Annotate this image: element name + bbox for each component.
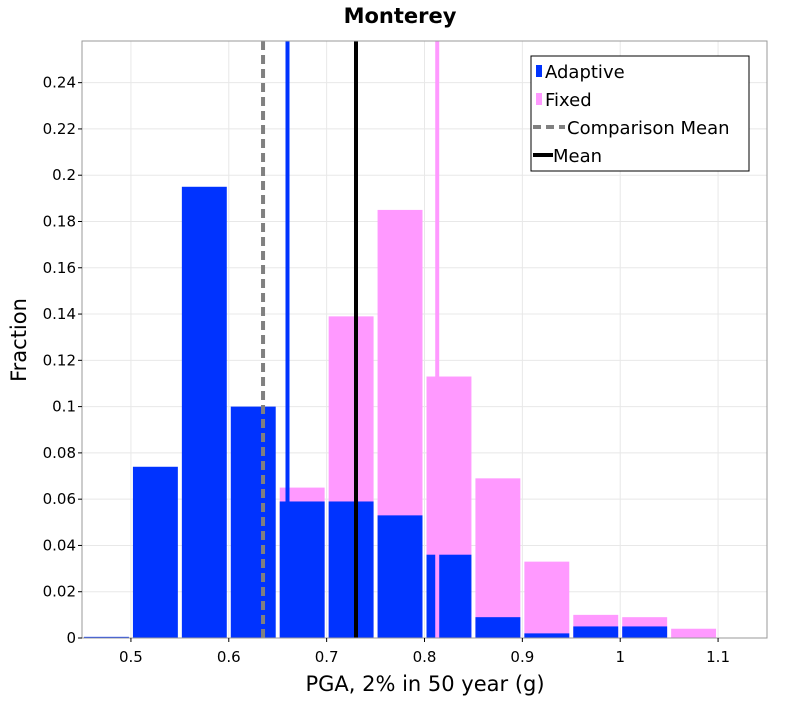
- bar-fixed: [475, 478, 521, 638]
- x-tick-label: 0.5: [119, 648, 143, 666]
- y-tick-label: 0.04: [43, 536, 76, 554]
- legend-swatch-fixed: [536, 93, 542, 105]
- legend-label-mean: Mean: [553, 146, 602, 167]
- x-tick-label: 0.7: [315, 648, 339, 666]
- x-tick-label: 0.8: [413, 648, 437, 666]
- x-tick-label: 1.1: [706, 648, 730, 666]
- bar-fixed: [671, 628, 717, 638]
- y-tick-label: 0.06: [43, 490, 76, 508]
- y-axis-label: Fraction: [7, 298, 31, 382]
- x-tick-label: 0.6: [217, 648, 241, 666]
- y-tick-label: 0.18: [43, 212, 76, 230]
- legend-swatch-adaptive: [536, 65, 542, 77]
- y-tick-label: 0.08: [43, 444, 76, 462]
- x-tick-label: 1: [615, 648, 625, 666]
- bar-adaptive: [622, 626, 668, 638]
- x-tick-label: 0.9: [510, 648, 534, 666]
- legend-box: [530, 55, 750, 172]
- bar-adaptive: [132, 466, 178, 638]
- bar-adaptive: [181, 186, 227, 639]
- bar-adaptive: [230, 406, 276, 638]
- y-tick-label: 0.1: [52, 398, 76, 416]
- y-tick-label: 0.02: [43, 583, 76, 601]
- bar-adaptive: [475, 617, 521, 638]
- y-tick-label: 0.16: [43, 259, 76, 277]
- y-tick-label: 0.14: [43, 305, 76, 323]
- legend: Adaptive Fixed Comparison Mean Mean: [530, 55, 750, 172]
- y-tick-label: 0: [66, 629, 76, 647]
- bar-adaptive: [573, 626, 619, 638]
- legend-label-comparison-mean: Comparison Mean: [567, 118, 730, 139]
- y-tick-label: 0.2: [52, 166, 76, 184]
- legend-label-adaptive: Adaptive: [545, 62, 625, 83]
- y-tick-label: 0.12: [43, 351, 76, 369]
- y-tick-label: 0.24: [43, 74, 76, 92]
- chart-title: Monterey: [344, 4, 457, 28]
- bar-adaptive: [377, 515, 423, 638]
- bar-fixed: [524, 561, 570, 638]
- x-axis-label: PGA, 2% in 50 year (g): [305, 672, 544, 696]
- bar-adaptive: [328, 501, 374, 638]
- bar-adaptive: [524, 633, 570, 638]
- legend-label-fixed: Fixed: [545, 90, 592, 111]
- bar-adaptive: [426, 554, 472, 638]
- y-tick-label: 0.22: [43, 120, 76, 138]
- bar-adaptive: [84, 636, 129, 638]
